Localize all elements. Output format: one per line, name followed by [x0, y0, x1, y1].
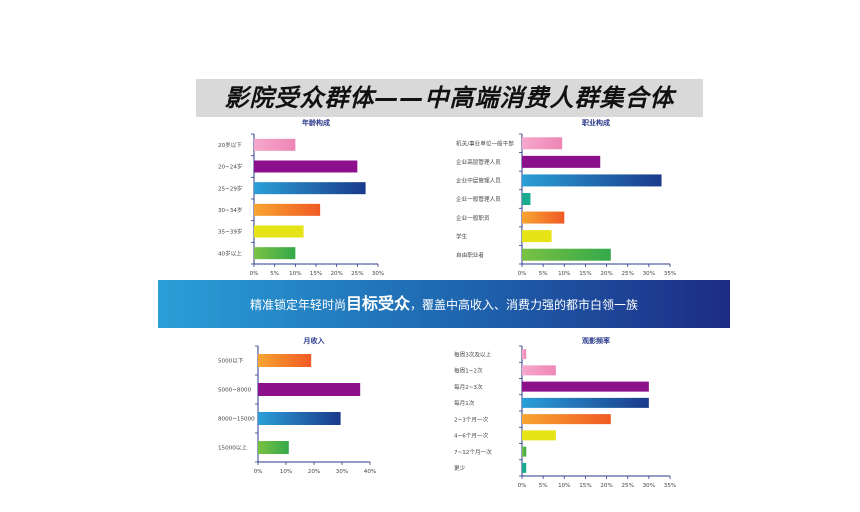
bar	[258, 383, 361, 396]
x-tick-label: 30%	[372, 271, 384, 277]
category-label: 8000~15000	[218, 417, 255, 423]
category-label: 7~12个月一次	[454, 448, 492, 456]
category-label: 35~39岁	[218, 228, 243, 236]
bar	[522, 193, 531, 205]
category-label: 更少	[454, 465, 466, 472]
bar	[522, 211, 565, 224]
category-label: 5000~8000	[218, 388, 252, 394]
category-label: 每周1~2次	[454, 367, 483, 375]
category-label: 每月1次	[454, 399, 475, 407]
category-label: 40岁以上	[218, 249, 242, 257]
banner-text-pre: 精准锁定年轻时尚	[249, 298, 346, 312]
bar	[254, 247, 296, 260]
x-tick-label: 0%	[518, 271, 527, 277]
category-label: 4~6个月一次	[454, 432, 489, 440]
banner-highlight: 目标受众	[345, 294, 410, 313]
category-label: 每周3次及以上	[454, 350, 492, 358]
bar	[522, 349, 527, 360]
category-label: 20岁以下	[218, 141, 242, 149]
x-tick-label: 35%	[664, 483, 676, 489]
chart-title: 年龄构成	[302, 118, 330, 127]
x-tick-label: 10%	[280, 469, 292, 475]
x-tick-label: 25%	[621, 483, 633, 489]
category-label: 机关/事业单位一般干部	[456, 139, 514, 147]
x-tick-label: 10%	[289, 271, 301, 277]
bar	[254, 203, 321, 216]
bar	[254, 225, 304, 238]
x-tick-label: 0%	[250, 271, 259, 277]
x-tick-label: 30%	[336, 469, 348, 475]
x-tick-label: 20%	[600, 483, 612, 489]
x-tick-label: 5%	[539, 271, 548, 277]
x-tick-label: 25%	[621, 271, 633, 277]
x-tick-label: 5%	[270, 271, 279, 277]
category-label: 2~3个月一次	[454, 415, 489, 423]
x-tick-label: 0%	[518, 483, 527, 489]
bar	[522, 230, 552, 243]
income-chart: 月收入 5000以下 5000~8000 8000~15000 15000以上 0% 10%…	[218, 336, 376, 475]
bar	[522, 446, 527, 457]
banner	[158, 280, 730, 328]
category-label: 15000以上	[218, 444, 247, 452]
x-tick-label: 40%	[364, 469, 376, 475]
category-label: 5000以下	[218, 358, 244, 365]
bar	[522, 381, 649, 392]
bar	[254, 138, 296, 151]
bar	[522, 365, 556, 376]
category-label: 自由职业者	[456, 251, 484, 259]
x-tick-label: 30%	[643, 271, 655, 277]
chart-title: 月收入	[303, 336, 325, 345]
category-label: 20~24岁	[218, 163, 243, 171]
chart-title: 观影频率	[582, 336, 610, 345]
x-tick-label: 0%	[254, 469, 263, 475]
chart-title: 职业构成	[582, 118, 610, 127]
x-tick-label: 25%	[351, 271, 363, 277]
bar	[522, 462, 527, 473]
category-label: 30~34岁	[218, 206, 243, 214]
bar	[522, 430, 556, 441]
banner-text-post: ，覆盖中高收入、消费力强的都市白领一族	[410, 298, 639, 312]
bar	[254, 160, 358, 173]
x-tick-label: 15%	[579, 271, 591, 277]
occupation-chart: 职业构成机关/事业单位一般干部企业高层管理人员企业中层管理人员企业一般管理人员企…	[456, 118, 676, 277]
banner-text: 精准锁定年轻时尚目标受众，覆盖中高收入、消费力强的都市白领一族	[158, 280, 730, 328]
category-label: 每月2~3次	[454, 383, 483, 391]
bar	[254, 182, 366, 195]
bar	[522, 397, 649, 408]
page-title: 影院受众群体——中高端消费人群集合体	[224, 84, 675, 112]
category-label: 学生	[456, 232, 468, 240]
bar	[522, 137, 563, 150]
x-tick-label: 35%	[664, 271, 676, 277]
bar	[258, 354, 312, 367]
x-tick-label: 20%	[330, 271, 342, 277]
bar	[258, 441, 289, 454]
age-chart: 年龄构成 20岁以下 20~24岁 25~29岁 30~34岁 35~39岁 40岁以上 0%…	[218, 118, 384, 277]
x-tick-label: 10%	[558, 483, 570, 489]
x-tick-label: 20%	[600, 271, 612, 277]
title-bar	[196, 79, 703, 117]
bar	[522, 155, 601, 168]
bar	[522, 414, 611, 425]
category-label: 企业高层管理人员	[456, 158, 501, 166]
bar	[522, 174, 662, 187]
category-label: 企业一般职员	[456, 214, 490, 222]
category-label: 企业一般管理人员	[456, 195, 501, 203]
category-label: 25~29岁	[218, 184, 243, 192]
x-tick-label: 30%	[643, 483, 655, 489]
x-tick-label: 5%	[539, 483, 548, 489]
x-tick-label: 15%	[579, 483, 591, 489]
bar	[522, 248, 611, 261]
category-label: 企业中层管理人员	[456, 177, 501, 185]
x-tick-label: 15%	[310, 271, 322, 277]
x-tick-label: 20%	[308, 469, 320, 475]
x-tick-label: 10%	[558, 271, 570, 277]
bar	[258, 412, 341, 425]
